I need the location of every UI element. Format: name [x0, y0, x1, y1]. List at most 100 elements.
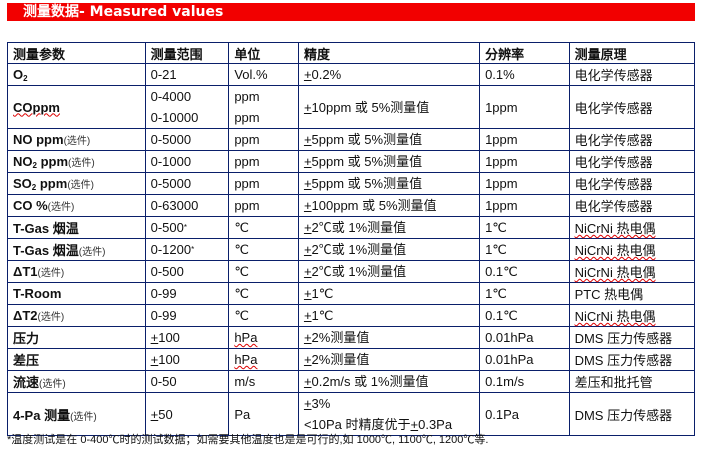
- param-main: 4-Pa 测量: [13, 407, 71, 423]
- range-cell: 0-4000 0-10000: [144, 85, 230, 129]
- plus-minus: +: [303, 264, 312, 279]
- unit-line: ℃: [234, 286, 249, 301]
- plus-minus: +: [303, 242, 312, 257]
- param-cell: ΔT2(选件): [7, 304, 146, 327]
- plus-minus: +: [150, 352, 159, 367]
- range-value: 0-1000: [150, 154, 192, 169]
- precision-line: +1℃: [304, 305, 474, 326]
- param-cell: SO2 ppm(选件): [7, 172, 146, 195]
- precision-cell: +1℃: [297, 282, 481, 305]
- table-row: CO %(选件) 0-63000 ppm +100ppm 或 5%测量值 1ppm 电化学…: [7, 194, 696, 217]
- range-line: 0-500*: [151, 217, 224, 238]
- unit-cell: hPa: [228, 326, 299, 349]
- range-line: 0-1000: [151, 151, 224, 172]
- principle-text: 电化学传感器: [574, 155, 653, 170]
- range-cell: 0-500*: [144, 216, 230, 239]
- resolution-cell: 1ppm: [479, 194, 570, 217]
- optional-note: (选件): [70, 411, 97, 423]
- range-cell: 0-5000: [144, 172, 230, 195]
- param-main: T-Gas 烟温: [13, 243, 79, 258]
- param-main: NO ppm: [13, 132, 64, 147]
- resolution-cell: 0.1m/s: [479, 370, 570, 393]
- resolution-cell: 1ppm: [479, 172, 570, 195]
- range-line: +100: [151, 327, 224, 348]
- unit-cell: ppm: [228, 128, 299, 151]
- table-row: 差压 +100 hPa +2%测量值 0.01hPa DMS 压力传感器: [7, 348, 696, 371]
- precision-cell: +2℃或 1%测量值: [297, 238, 481, 261]
- principle-text: PTC 热电偶: [574, 287, 644, 302]
- column-header: 测量原理: [568, 42, 696, 64]
- precision-line: +5ppm 或 5%测量值: [304, 173, 474, 194]
- principle-text: NiCrNi 热电偶: [574, 221, 656, 236]
- param-main: SO: [13, 176, 32, 191]
- precision-line: +10ppm 或 5%测量值: [304, 97, 474, 118]
- plus-minus: +: [303, 198, 312, 213]
- param-cell: O2: [7, 63, 146, 86]
- table-row: T-Gas 烟温 0-500* ℃ +2℃或 1%测量值 1℃ NiCrNi 热电偶: [7, 216, 696, 239]
- unit-line: Pa: [234, 406, 251, 422]
- param-name: SO2 ppm: [13, 176, 67, 192]
- principle-cell: 电化学传感器: [568, 128, 696, 151]
- param-cell: ΔT1(选件): [7, 260, 146, 283]
- column-header: 分辨率: [479, 42, 570, 64]
- range-cell: 0-500: [144, 260, 230, 283]
- range-cell: +50: [144, 392, 230, 436]
- param-cell: 4-Pa 测量(选件): [7, 392, 146, 436]
- precision-value: 0.3Pa: [418, 417, 453, 432]
- range-line: +100: [151, 349, 224, 370]
- principle-cell: PTC 热电偶: [568, 282, 696, 305]
- principle-text: DMS 压力传感器: [574, 407, 673, 423]
- principle-text: NiCrNi 热电偶: [574, 243, 656, 258]
- precision-value: 2℃或 1%测量值: [311, 242, 407, 257]
- plus-minus: +: [303, 308, 312, 323]
- range-line: 0-10000: [151, 107, 224, 128]
- range-line: 0-5000: [151, 173, 224, 194]
- param-main: CO %: [13, 198, 48, 213]
- resolution-cell: 0.01hPa: [479, 326, 570, 349]
- param-name: T-Room: [13, 286, 61, 301]
- precision-cell: +10ppm 或 5%测量值: [297, 85, 481, 129]
- principle-cell: DMS 压力传感器: [568, 392, 696, 436]
- optional-note: (选件): [37, 268, 65, 279]
- table-header-row: 测量参数 测量范围 单位 精度 分辨率 测量原理: [7, 42, 696, 64]
- precision-value: 2℃或 1%测量值: [311, 264, 407, 279]
- param-cell: NO ppm(选件): [7, 128, 146, 151]
- asterisk: *: [183, 223, 187, 232]
- column-header: 单位: [228, 42, 299, 64]
- plus-minus: +: [303, 176, 312, 191]
- precision-cell: +2%测量值: [297, 348, 481, 371]
- table-row: SO2 ppm(选件) 0-5000 ppm +5ppm 或 5%测量值 1ppm 电化学…: [7, 172, 696, 195]
- precision-value: 0.2m/s 或 1%测量值: [311, 374, 429, 389]
- precision-cell: +3% <10Pa 时精度优于+0.3Pa: [297, 392, 481, 436]
- range-cell: 0-99: [144, 304, 230, 327]
- param-main: ΔT2: [13, 308, 38, 323]
- principle-cell: DMS 压力传感器: [568, 326, 696, 349]
- range-value: 0-99: [150, 308, 177, 323]
- table-row: T-Gas 烟温(选件) 0-1200* ℃ +2℃或 1%测量值 1℃ NiCrNi 热…: [7, 238, 696, 261]
- unit-line: ℃: [234, 220, 249, 235]
- resolution-cell: 1℃: [479, 216, 570, 239]
- precision-line: +2%测量值: [304, 349, 474, 370]
- range-line: 0-99: [151, 305, 224, 326]
- precision-line: +3%: [304, 393, 474, 414]
- table-row: 流速(选件) 0-50 m/s +0.2m/s 或 1%测量值 0.1m/s 差压和批托管: [7, 370, 696, 393]
- principle-cell: NiCrNi 热电偶: [568, 238, 696, 261]
- table-row: ΔT1(选件) 0-500 ℃ +2℃或 1%测量值 0.1℃ NiCrNi 热电偶: [7, 260, 696, 283]
- asterisk: *: [191, 245, 195, 254]
- param-name: T-Gas 烟温: [13, 243, 79, 258]
- param-cell: T-Gas 烟温(选件): [7, 238, 146, 261]
- unit-line: ℃: [234, 308, 249, 323]
- resolution-cell: 1℃: [479, 238, 570, 261]
- param-name: ΔT1: [13, 264, 38, 279]
- unit-cell: m/s: [228, 370, 299, 393]
- param-name: COppm: [13, 100, 60, 115]
- param-rest: ppm: [36, 154, 69, 169]
- range-value: 0-21: [150, 67, 177, 82]
- param-subscript: 2: [31, 183, 37, 192]
- precision-value: 2℃或 1%测量值: [311, 220, 407, 235]
- precision-line: +2%测量值: [304, 327, 474, 348]
- optional-note: (选件): [78, 247, 106, 258]
- precision-value: 5ppm 或 5%测量值: [311, 154, 423, 169]
- param-name: 差压: [13, 353, 39, 368]
- param-cell: CO %(选件): [7, 194, 146, 217]
